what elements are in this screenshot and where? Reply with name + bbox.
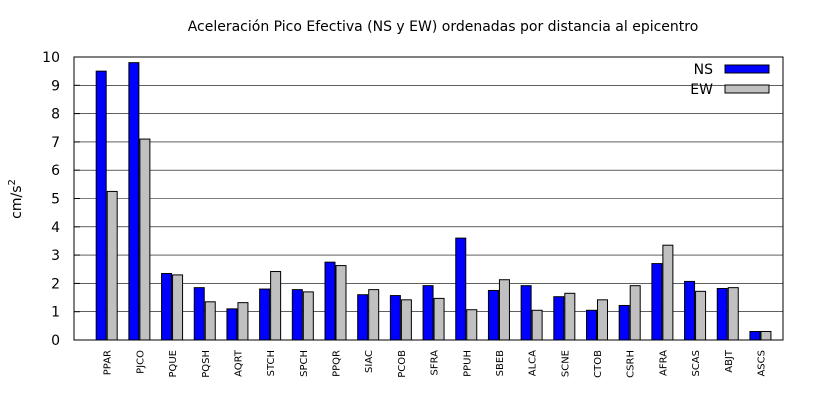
x-tick-label: PPAR [103, 350, 114, 375]
y-axis-label-exponent: 2 [7, 179, 18, 185]
y-tick-label: 5 [51, 192, 60, 208]
bar-ew-alca [531, 309, 543, 341]
bar-ns-sbeb [487, 289, 499, 341]
bar-ew-spch [302, 291, 314, 341]
legend-swatch-ns [724, 64, 770, 74]
bar-ew-ppqr [335, 265, 347, 341]
x-tick-label: ASCS [756, 350, 767, 377]
x-tick-label: AFRA [658, 350, 669, 376]
bar-ns-ascs [749, 331, 761, 341]
bar-ns-alca [520, 285, 532, 341]
y-tick-label: 6 [51, 163, 60, 179]
x-tick-label: PQSH [201, 350, 212, 378]
chart-title: Aceleración Pico Efectiva (NS y EW) orde… [188, 19, 699, 35]
x-tick-label: PQUE [168, 350, 179, 378]
bar-ew-ascs [760, 331, 772, 341]
bar-ew-abjt [727, 287, 739, 341]
x-tick-label: SCAS [691, 350, 702, 377]
x-tick-label: ABJT [724, 349, 735, 373]
x-tick-label: SCNE [560, 350, 571, 377]
bar-ns-ctob [586, 309, 598, 341]
bar-ns-pque [161, 272, 173, 341]
x-tick-label: AQRT [233, 349, 244, 377]
bar-ns-ppar [95, 70, 107, 341]
bar-ew-pcob [400, 299, 412, 341]
grid-lines [74, 85, 783, 313]
bar-ew-csrh [629, 285, 641, 341]
legend: NS EW [690, 62, 770, 98]
bar-ns-stch [259, 288, 271, 341]
bar-ns-sfra [422, 285, 434, 341]
bar-ew-ctob [597, 299, 609, 341]
legend-label-ew: EW [690, 82, 713, 98]
x-tick-label: CSRH [626, 350, 637, 378]
y-tick-label: 2 [51, 276, 60, 292]
legend-swatch-ew [724, 84, 770, 94]
bar-ns-ppqr [324, 261, 336, 341]
bar-ew-pjco [139, 138, 151, 341]
bar-ew-sbeb [498, 279, 510, 341]
y-tick-label: 8 [51, 107, 60, 123]
bar-ew-pque [172, 274, 184, 341]
y-tick-label: 3 [51, 248, 60, 264]
bar-ns-pqsh [193, 287, 205, 341]
x-tick-label: PPQR [332, 350, 343, 377]
x-tick-label: PCOB [397, 350, 408, 378]
y-tick-label: 7 [51, 135, 60, 151]
bar-ns-ppuh [455, 237, 467, 341]
y-tick-label: 1 [51, 305, 60, 321]
x-tick-label: SBEB [495, 350, 506, 377]
y-tick-label: 4 [51, 220, 60, 236]
bar-ns-afra [651, 263, 663, 341]
bar-ns-scas [684, 280, 696, 341]
x-tick-label: STCH [266, 350, 277, 376]
legend-label-ns: NS [694, 62, 713, 78]
x-tick-label: PPUH [462, 350, 473, 377]
x-tick-label: CTOB [593, 350, 604, 378]
x-tick-label: SFRA [430, 350, 441, 376]
plot-frame [73, 56, 784, 341]
bar-ns-csrh [618, 304, 630, 341]
y-axis-label: cm/s2 [7, 179, 25, 219]
bar-ns-scne [553, 296, 565, 341]
y-tick-label: 0 [51, 333, 60, 349]
bar-ew-ppar [106, 190, 118, 341]
x-tick-label: SPCH [299, 350, 310, 377]
x-tick-label: ALCA [528, 350, 539, 376]
bar-ns-siac [357, 294, 369, 341]
bar-ew-scne [564, 292, 576, 341]
bar-ns-pcob [389, 295, 401, 341]
bar-ew-ppuh [466, 309, 478, 341]
x-axis-labels: PPAR PJCO PQUE PQSH AQRT STCH SPCH PPQR SIAC PCOB… [103, 349, 768, 378]
bar-ew-scas [695, 290, 707, 341]
y-tick-label: 9 [51, 78, 60, 94]
bar-ew-stch [270, 271, 282, 341]
bar-ew-pqsh [204, 301, 216, 341]
bars [95, 62, 772, 341]
y-tick-label: 10 [42, 50, 60, 66]
bar-ew-siac [368, 289, 380, 341]
bar-ns-pjco [128, 62, 140, 341]
bar-ns-aqrt [226, 308, 238, 341]
x-tick-label: SIAC [364, 350, 375, 373]
x-tick-label: PJCO [135, 350, 146, 374]
bar-ns-abjt [716, 287, 728, 341]
bar-ew-afra [662, 244, 674, 341]
bar-ew-sfra [433, 297, 445, 341]
bar-ew-aqrt [237, 302, 249, 341]
bar-ns-spch [291, 289, 303, 341]
